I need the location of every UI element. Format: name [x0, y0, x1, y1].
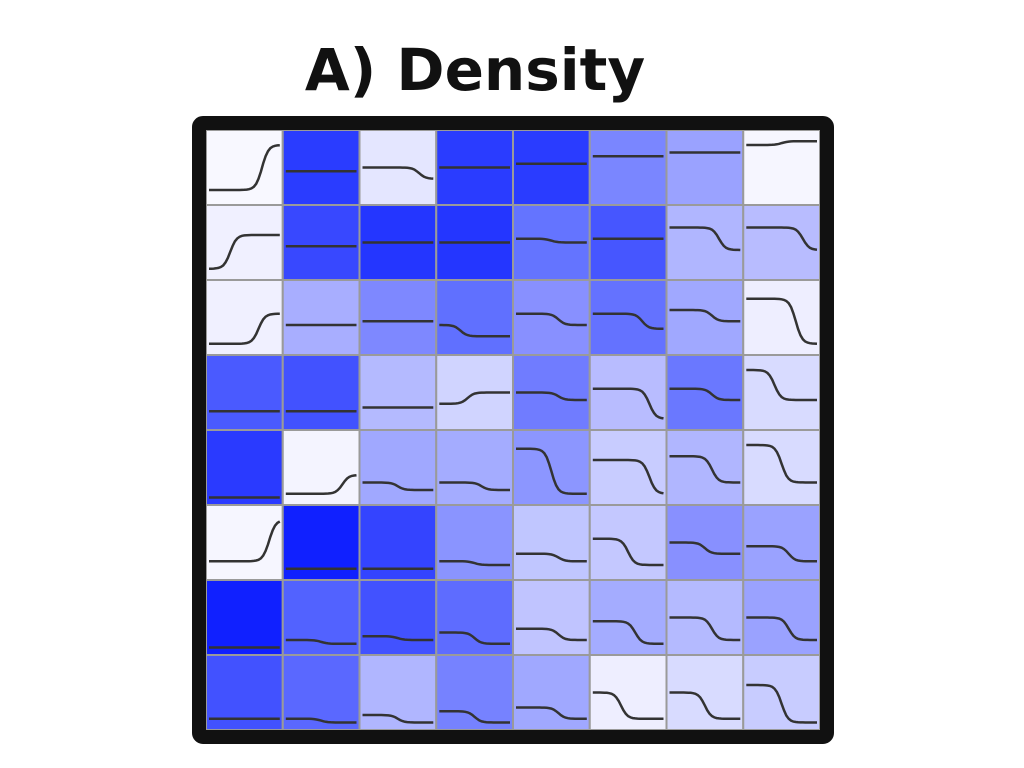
cell — [435, 279, 514, 356]
cell-curve — [592, 387, 664, 420]
frame — [192, 116, 834, 744]
cell-curve — [746, 545, 817, 563]
cell — [742, 504, 821, 581]
cell — [281, 279, 361, 356]
cell-curve — [362, 713, 434, 724]
cell — [588, 504, 668, 581]
cell-curve — [746, 443, 817, 484]
cell-curve — [516, 552, 587, 563]
cell-curve — [516, 706, 587, 720]
cell-curve — [746, 616, 817, 642]
cell — [435, 429, 514, 506]
cell-curve — [285, 473, 357, 495]
cell-curve — [516, 237, 587, 244]
cell-curve — [669, 387, 741, 402]
cell-curve — [669, 226, 741, 252]
cell — [588, 429, 668, 506]
cell-grid — [205, 129, 821, 731]
cell — [588, 204, 668, 281]
cell-curve — [362, 635, 434, 642]
cell-curve — [439, 481, 510, 492]
cell-curve — [285, 717, 357, 724]
cell — [512, 129, 591, 206]
cell-curve — [592, 458, 664, 495]
cell — [588, 354, 668, 431]
cell-curve — [746, 297, 818, 345]
cell — [358, 429, 438, 506]
cell — [742, 204, 821, 281]
cell — [512, 204, 591, 281]
cell — [205, 129, 284, 206]
cell — [281, 504, 361, 581]
cell — [512, 279, 591, 356]
cell-curve — [669, 455, 741, 484]
cell-curve — [209, 520, 281, 563]
cell-curve — [746, 226, 818, 251]
cell — [205, 579, 284, 656]
cell — [435, 504, 514, 581]
cell-curve — [439, 631, 510, 645]
cell — [358, 354, 438, 431]
cell-curve — [516, 627, 587, 642]
cell-curve — [439, 323, 510, 338]
cell-curve — [209, 143, 280, 192]
figure-title: A) Density — [305, 36, 645, 104]
cell — [281, 354, 361, 431]
cell-curve — [669, 616, 741, 642]
cell-curve — [746, 368, 817, 402]
cell-curve — [592, 691, 664, 720]
cell-curve — [516, 447, 587, 495]
cell — [281, 204, 361, 281]
cell-curve — [439, 710, 510, 724]
cell-curve — [439, 560, 510, 567]
cell — [665, 354, 745, 431]
cell-curve — [592, 312, 664, 330]
cell — [742, 654, 821, 731]
cell — [665, 129, 745, 206]
cell-curve — [362, 481, 434, 492]
cell-curve — [362, 166, 434, 180]
cell-curve — [669, 308, 741, 323]
cell — [205, 429, 284, 506]
cell — [665, 429, 745, 506]
cell-curve — [516, 312, 587, 327]
cell — [742, 354, 821, 431]
cell-curve — [439, 391, 510, 405]
cell — [588, 129, 668, 206]
cell — [665, 204, 745, 281]
cell — [742, 429, 821, 506]
cell-curve — [746, 683, 817, 724]
cell-curve — [746, 140, 817, 147]
cell-curve — [209, 312, 280, 345]
cell — [358, 279, 438, 356]
cell — [281, 129, 361, 206]
cell — [665, 279, 745, 356]
cell-curve — [209, 233, 280, 270]
cell — [358, 579, 438, 656]
cell-curve — [592, 537, 664, 567]
cell — [512, 504, 591, 581]
cell — [205, 504, 284, 581]
cell-curve — [592, 620, 664, 645]
cell-curve — [669, 541, 741, 555]
cell-curve — [285, 638, 357, 645]
cell — [435, 654, 514, 731]
cell-curve — [669, 691, 741, 720]
cell — [588, 279, 668, 356]
cell — [358, 504, 438, 581]
cell — [512, 579, 591, 656]
cell — [205, 654, 284, 731]
cell — [205, 354, 284, 431]
cell-curve — [516, 391, 587, 402]
